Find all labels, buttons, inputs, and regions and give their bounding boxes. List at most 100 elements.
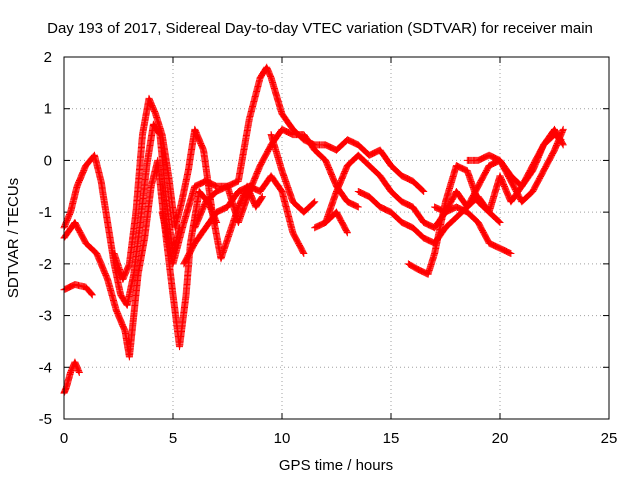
data-point (216, 211, 218, 213)
data-point (390, 165, 392, 167)
data-point (543, 144, 545, 146)
data-point (120, 294, 122, 296)
data-point (178, 346, 181, 348)
data-point (237, 180, 239, 182)
data-point (69, 371, 72, 374)
data-point (368, 154, 370, 156)
plot-frame (63, 56, 610, 420)
data-point (74, 221, 76, 224)
data-point (261, 196, 263, 198)
data-point (74, 361, 76, 363)
data-point (185, 294, 187, 296)
data-point (390, 211, 392, 213)
data-point (259, 77, 261, 79)
x-tick-label: 5 (169, 430, 177, 447)
data-point (161, 211, 163, 213)
data-point (488, 211, 490, 213)
data-point (229, 232, 231, 234)
data-point (346, 201, 348, 203)
data-point (281, 128, 283, 130)
x-tick-label: 25 (601, 430, 618, 447)
data-point (69, 211, 72, 213)
data-point (237, 190, 239, 193)
data-point (174, 227, 176, 229)
data-point (532, 190, 534, 193)
y-tick-label: -2 (39, 256, 52, 273)
series-arc-5 (110, 94, 266, 283)
y-tick-label: -1 (39, 204, 52, 221)
y-tick-label: 2 (44, 49, 52, 66)
data-point (172, 294, 174, 296)
data-point (281, 170, 283, 172)
series-arc-8 (180, 172, 308, 268)
data-point (96, 252, 98, 255)
data-point (553, 149, 556, 151)
y-tick-label: -3 (39, 308, 52, 325)
data-point (198, 190, 200, 193)
series-markers (60, 281, 96, 299)
data-point (466, 170, 468, 172)
data-point (85, 165, 87, 167)
data-point (76, 185, 78, 187)
data-point (135, 211, 137, 213)
data-point (281, 190, 283, 193)
series-markers (404, 131, 565, 278)
data-point (412, 206, 414, 208)
data-point (211, 211, 213, 213)
data-point (346, 232, 348, 234)
x-axis-label: GPS time / hours (279, 457, 393, 474)
data-point (133, 315, 135, 317)
data-point (270, 77, 272, 79)
data-point (455, 190, 457, 193)
data-point (122, 278, 124, 280)
data-point (259, 190, 261, 193)
data-point (202, 149, 205, 151)
series-arc-15 (463, 125, 567, 206)
data-point (74, 283, 76, 286)
data-point (100, 180, 102, 182)
series-arc-6 (158, 63, 428, 268)
data-point (128, 356, 130, 358)
data-point (165, 201, 168, 203)
data-point (532, 165, 534, 167)
data-point (292, 232, 294, 234)
data-point (434, 227, 436, 229)
data-point (444, 227, 447, 229)
data-point (553, 128, 556, 130)
data-point (124, 330, 126, 332)
data-point (412, 227, 414, 229)
data-point (423, 221, 425, 224)
data-point (407, 263, 409, 265)
data-point (226, 206, 229, 208)
data-point (107, 221, 109, 224)
data-point (444, 201, 447, 203)
data-point (488, 154, 490, 156)
data-point (444, 211, 447, 213)
data-point (168, 175, 170, 177)
data-point (510, 252, 512, 255)
data-point (455, 165, 457, 167)
data-point (292, 134, 294, 136)
data-point (346, 165, 348, 167)
data-point (152, 123, 154, 125)
data-point (368, 196, 370, 198)
chart-title: Day 193 of 2017, Sidereal Day-to-day VTE… (47, 20, 593, 37)
data-point (477, 221, 479, 224)
data-point (115, 309, 117, 311)
data-point (65, 387, 67, 389)
data-point (423, 237, 425, 239)
data-point (499, 175, 501, 177)
data-point (488, 242, 490, 244)
data-point (379, 175, 381, 177)
data-point (255, 206, 257, 208)
data-point (510, 180, 512, 182)
data-point (205, 180, 207, 182)
data-point (379, 149, 381, 151)
data-point (205, 227, 207, 229)
data-point (133, 273, 135, 275)
data-point (248, 118, 250, 120)
data-point (259, 165, 261, 167)
data-point (325, 159, 327, 161)
